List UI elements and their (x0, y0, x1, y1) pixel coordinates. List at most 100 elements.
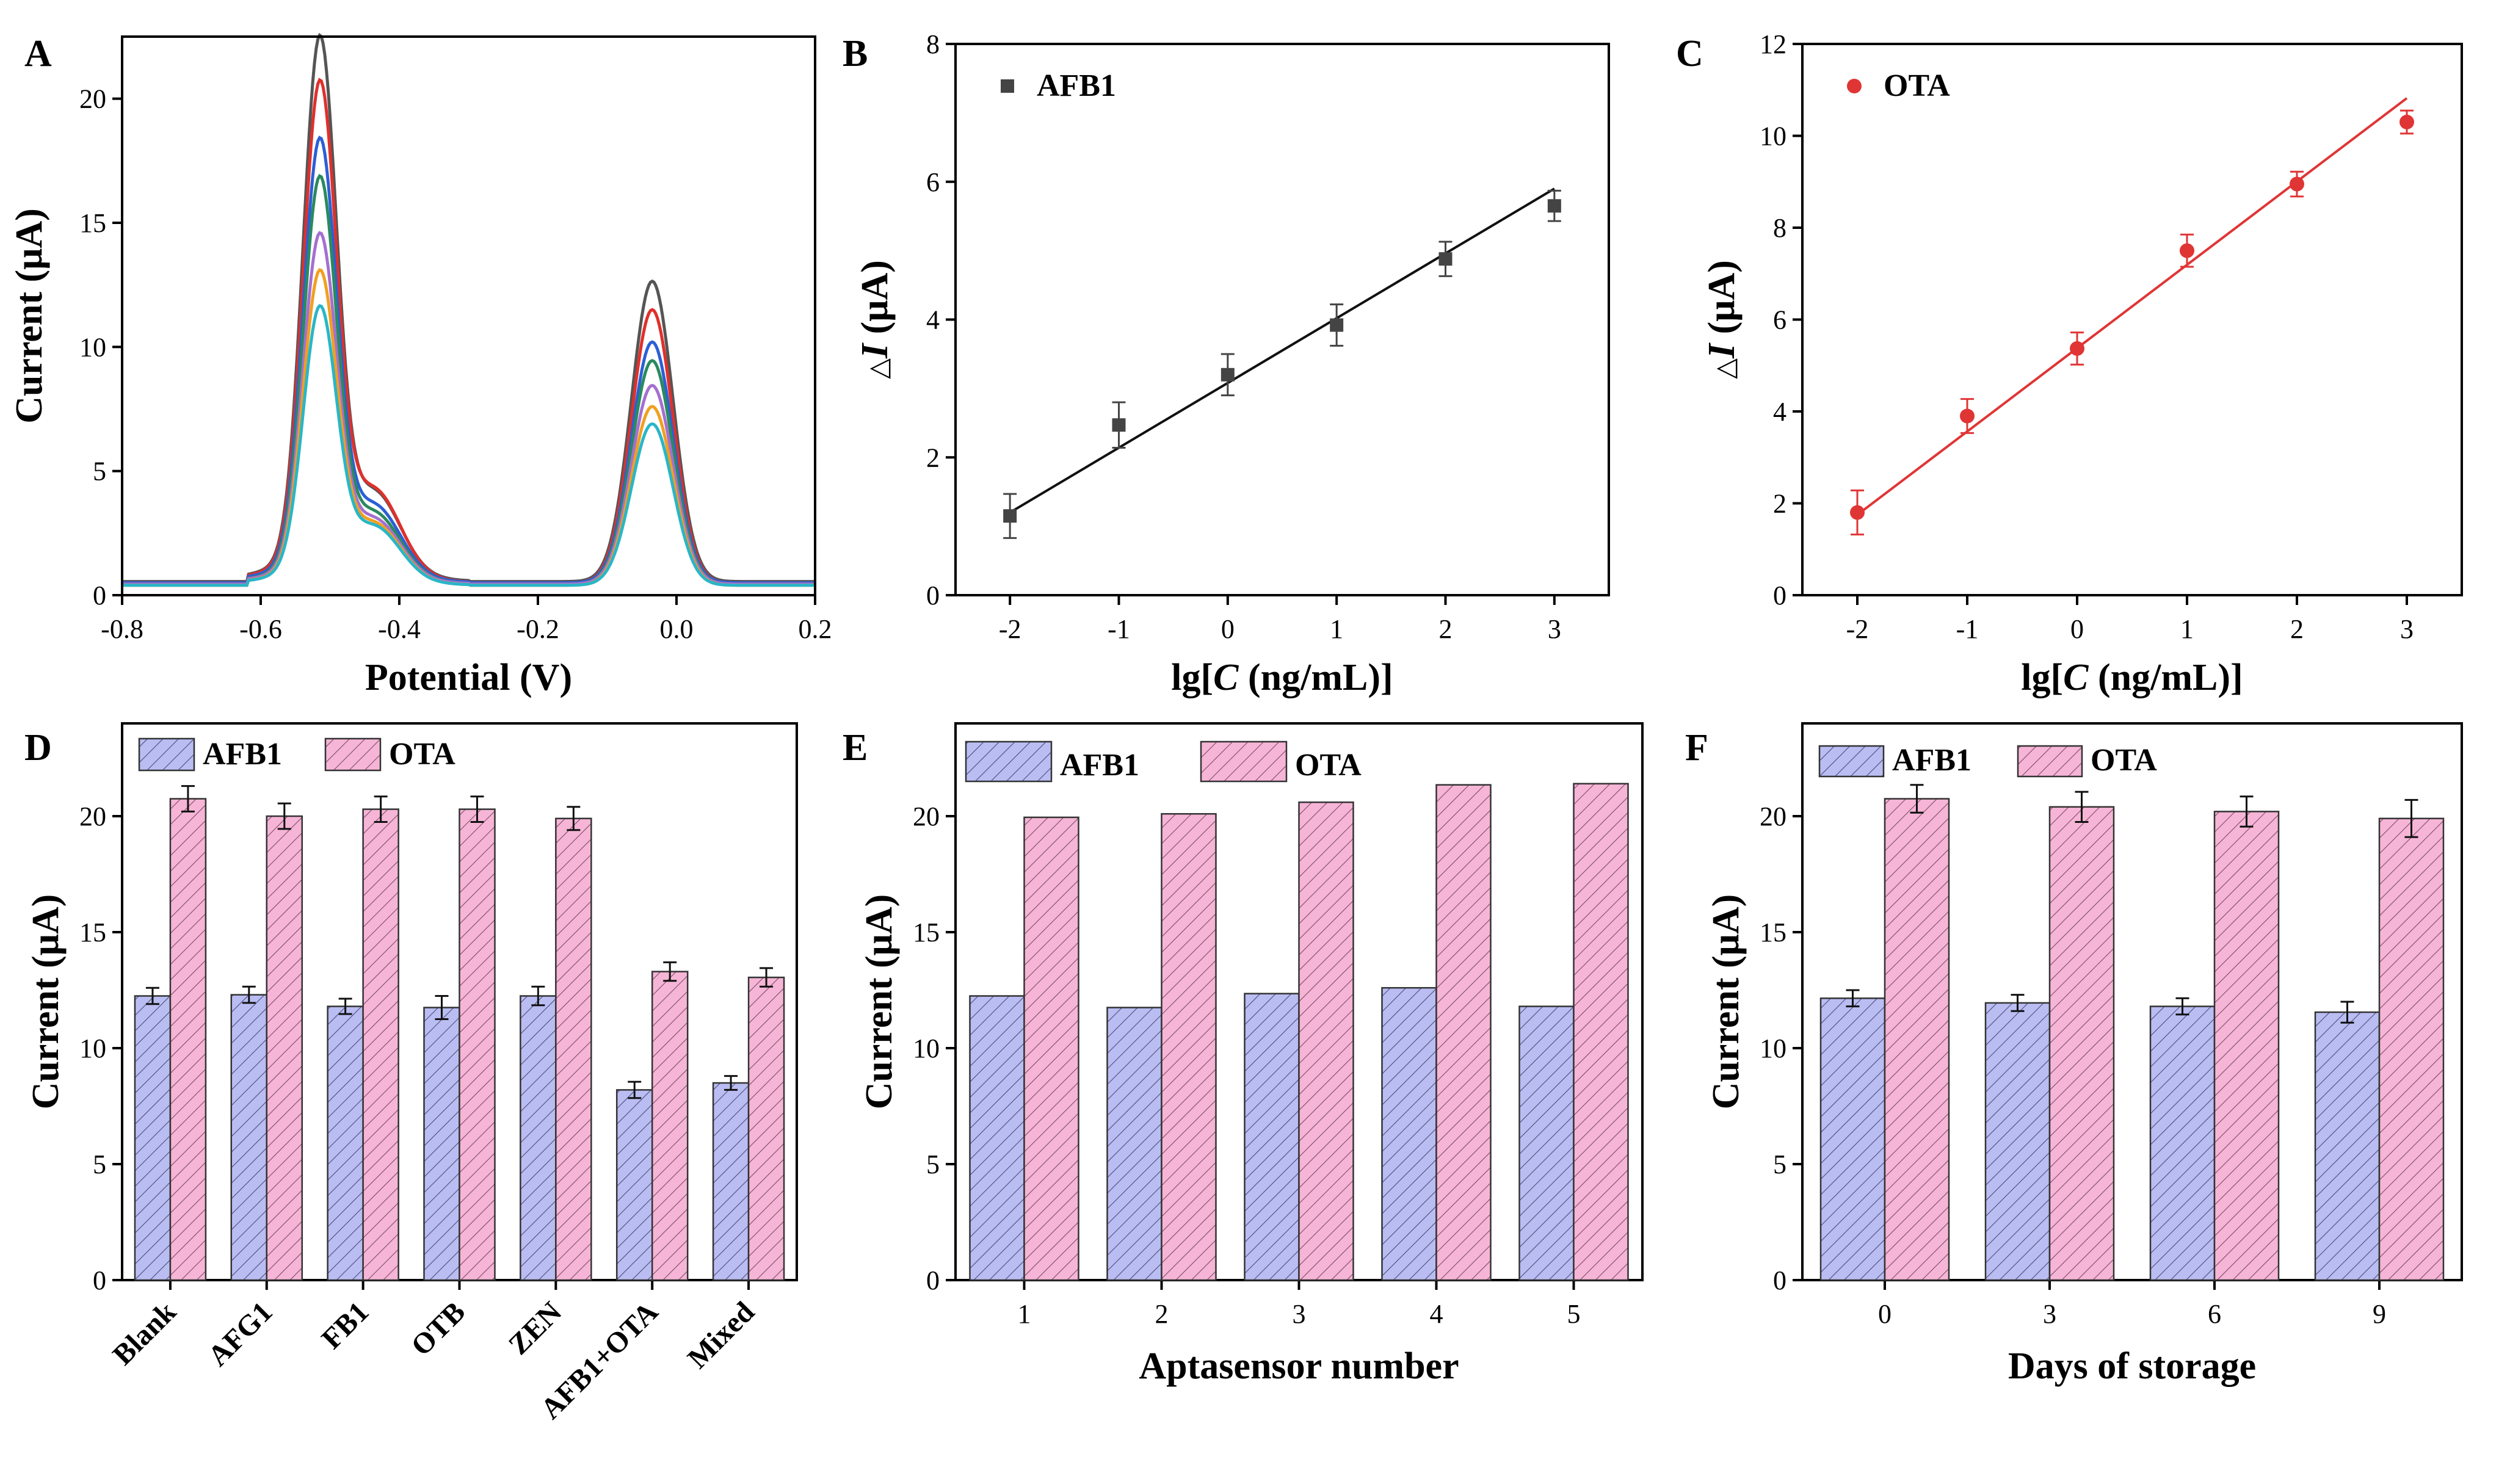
bar-ota (555, 817, 592, 1281)
panel-f: 0 5 10 15 20 0 3 6 9 AFB1 OTA Days of storage Curren… (1685, 722, 2463, 1387)
y-tick-label-b: 2 (926, 443, 940, 472)
plot-frame-a (121, 35, 816, 596)
bar-ota (362, 808, 399, 1281)
data-point (1850, 505, 1865, 520)
category-label: ZEN (502, 1295, 568, 1361)
x-axis-label-f: Days of storage (2008, 1345, 2256, 1387)
y-tick-label-b: 4 (926, 305, 940, 335)
x-axis-label-c: lg[C (ng/mL)] (2021, 657, 2243, 698)
y-tick-label-d: 20 (79, 802, 106, 831)
legend-swatch-ota (2017, 745, 2083, 778)
legend-label-afb1: AFB1 (1892, 743, 1971, 778)
legend-label: OTA (1884, 68, 1950, 103)
legend-label-afb1: AFB1 (1060, 748, 1139, 783)
y-tick-label-b: 0 (926, 581, 940, 610)
y-label-symbol: I (854, 342, 896, 359)
category-label: 0 (1878, 1299, 1892, 1329)
y-tick-label-b: 6 (926, 167, 940, 197)
bar-ota (169, 798, 207, 1281)
y-axis-label-d: Current (μA) (25, 894, 67, 1110)
bar-ota (747, 976, 785, 1281)
legend-label-ota: OTA (2091, 743, 2157, 778)
x-label-variable: C (2063, 657, 2089, 698)
y-tick-label-d: 0 (93, 1265, 106, 1295)
bar-afb1 (1106, 1007, 1163, 1281)
y-tick-label-a: 10 (79, 332, 106, 362)
data-point (2399, 114, 2414, 129)
category-label: OTB (405, 1295, 471, 1362)
legend-label-afb1: AFB1 (203, 737, 282, 772)
x-tick-label-b: 2 (1439, 614, 1453, 644)
bar-ota (1573, 783, 1629, 1281)
y-tick-label-a: 5 (93, 457, 106, 487)
y-tick-label-f: 5 (1773, 1149, 1786, 1179)
y-tick-label-f: 0 (1773, 1265, 1786, 1295)
y-tick-label-b: 8 (926, 29, 940, 59)
y-tick-label-e: 0 (926, 1265, 940, 1295)
x-label-prefix: lg[ (1171, 657, 1213, 698)
y-axis-label-f: Current (μA) (1705, 894, 1747, 1110)
bar-ota (2048, 806, 2115, 1281)
bar-ota (1435, 784, 1492, 1281)
x-tick-label-a: 0.2 (799, 614, 832, 644)
x-tick-label-c: 2 (2290, 614, 2304, 644)
voltammogram-curve-1 (122, 32, 815, 584)
y-label-symbol: I (1701, 342, 1743, 359)
y-tick-label-c: 10 (1760, 121, 1786, 151)
category-label: AFG1 (201, 1295, 278, 1372)
category-label: Blank (106, 1295, 182, 1371)
category-label: 9 (2373, 1299, 2386, 1329)
y-tick-label-c: 12 (1760, 29, 1786, 59)
bar-afb1 (230, 994, 268, 1281)
data-point (2070, 341, 2084, 356)
legend-label: AFB1 (1037, 68, 1116, 103)
data-point (1438, 252, 1453, 266)
legend-marker (1001, 79, 1014, 93)
category-label: 3 (1293, 1299, 1306, 1329)
voltammogram-curve-2 (122, 78, 815, 585)
bar-afb1 (615, 1089, 653, 1281)
panel-label: D (24, 727, 52, 769)
panel-b: 0 2 4 6 8 -2 -1 0 1 2 3 AFB1 lg[C (ng/mL)] △I (μA) B (843, 29, 1610, 698)
bar-afb1 (134, 995, 172, 1281)
x-tick-label-a: -0.4 (378, 614, 421, 644)
category-label: 3 (2043, 1299, 2056, 1329)
bar-ota (651, 971, 689, 1281)
panel-label: A (24, 33, 52, 74)
y-tick-label-f: 15 (1760, 918, 1786, 947)
y-label-unit: (μA) (1701, 260, 1743, 344)
y-tick-label-d: 5 (93, 1149, 106, 1179)
data-point (2290, 176, 2304, 192)
bar-afb1 (327, 1005, 364, 1281)
x-axis-label-b: lg[C (ng/mL)] (1171, 657, 1393, 698)
y-tick-label-e: 5 (926, 1149, 940, 1179)
category-label: 2 (1155, 1299, 1169, 1329)
legend-swatch-afb1 (965, 740, 1053, 783)
bar-afb1 (1819, 997, 1886, 1281)
x-tick-label-b: -1 (1108, 614, 1130, 644)
x-tick-label-b: 3 (1548, 614, 1561, 644)
category-label: 1 (1018, 1299, 1031, 1329)
voltammogram-curve-6 (122, 268, 815, 587)
bar-afb1 (1984, 1002, 2051, 1281)
category-label: 6 (2208, 1299, 2221, 1329)
y-tick-label-f: 10 (1760, 1033, 1786, 1063)
y-tick-label-c: 8 (1773, 213, 1786, 243)
panel-label: B (843, 33, 868, 74)
bar-afb1 (520, 995, 557, 1281)
y-tick-label-c: 6 (1773, 305, 1786, 335)
y-tick-label-a: 0 (93, 581, 106, 610)
plot-frame-c (1801, 43, 2463, 596)
voltammogram-curve-4 (122, 173, 815, 586)
y-label-unit: (μA) (854, 260, 896, 344)
x-label-prefix: lg[ (2021, 657, 2063, 698)
data-point (1547, 199, 1561, 213)
data-point (1221, 367, 1235, 382)
y-tick-label-c: 0 (1773, 581, 1786, 610)
bar-afb1 (1518, 1005, 1575, 1281)
category-label: Mixed (681, 1295, 761, 1375)
bar-afb1 (423, 1007, 460, 1281)
y-tick-label-a: 20 (79, 84, 106, 114)
y-axis-label-b: △I (μA) (854, 260, 896, 379)
